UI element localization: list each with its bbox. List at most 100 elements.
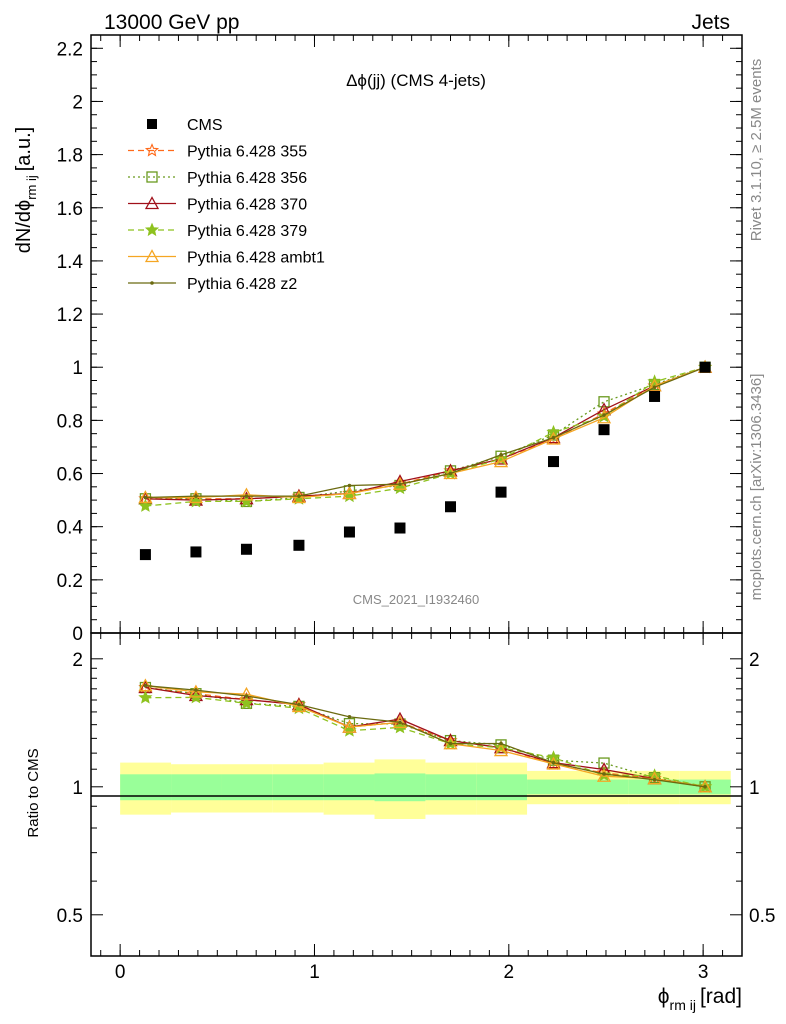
cms-data-point — [495, 486, 507, 498]
main-y-ticks: 0 0.2 0.4 0.6 0.8 1 1.2 1.4 1.6 1.8 2 2.2 — [57, 34, 742, 645]
series-ratio-marker — [138, 678, 153, 692]
ratio-tick-label-right: 0.5 — [749, 906, 775, 927]
ratio-band-inner — [577, 779, 629, 795]
series-lines — [138, 359, 713, 793]
y-tick-label: 0.4 — [57, 518, 84, 539]
series-ratio-marker — [297, 702, 301, 707]
mcplots-label: mcplots.cern.ch [arXiv:1306.3436] — [748, 374, 765, 601]
series-marker — [347, 483, 352, 488]
ratio-band-inner — [628, 779, 680, 795]
ratio-band-inner — [527, 779, 578, 795]
analysis-watermark: CMS_2021_I1932460 — [353, 592, 480, 607]
y-tick-label: 1.4 — [57, 252, 84, 273]
y-tick-label: 0.2 — [57, 571, 83, 592]
y-tick-label: 2.2 — [57, 39, 83, 60]
series-marker — [342, 486, 357, 500]
y-tick-label: 1.2 — [57, 305, 83, 326]
y-tick-label: 1.6 — [57, 199, 83, 220]
legend-label: Pythia 6.428 355 — [187, 144, 307, 161]
y-tick-label: 2 — [72, 92, 83, 113]
series-ratio-line — [145, 685, 706, 788]
series-marker — [602, 413, 606, 417]
cms-data-point — [598, 424, 610, 436]
series-ratio-marker — [596, 768, 612, 782]
legend: CMS Pythia 6.428 355 Pythia 6.428 356 Pythi… — [128, 117, 325, 293]
ratio-axis-title: Ratio to CMS — [25, 748, 42, 837]
series-ratio-marker — [342, 719, 357, 733]
series-marker — [652, 385, 657, 389]
series-ratio-marker — [194, 688, 198, 692]
series-marker — [647, 378, 662, 392]
ratio-y-ticks: 0.5 0.5 1 1 2 2 — [57, 650, 776, 927]
legend-label: Pythia 6.428 356 — [187, 170, 307, 187]
cms-data-point — [190, 546, 202, 558]
cms-data-point — [240, 543, 252, 555]
series-marker — [598, 396, 610, 408]
series-ratio-marker — [493, 743, 509, 757]
svg-text:dN/dϕrm ij[a.u.]: dN/dϕrm ij [a.u.] — [13, 127, 39, 253]
series-ratio-marker — [239, 686, 254, 700]
series-marker — [596, 410, 612, 424]
cms-data-point — [139, 549, 151, 561]
series-ratio-marker — [143, 683, 148, 688]
y-tick-label: 1.8 — [57, 146, 83, 167]
series-line — [145, 366, 706, 501]
series-marker — [138, 498, 153, 512]
series-marker — [551, 435, 556, 440]
x-axis-ticks: 0 1 2 3 — [100, 35, 724, 983]
jets-label: Jets — [691, 11, 730, 34]
series-marker — [244, 494, 249, 498]
series-ratio-marker — [551, 760, 556, 765]
series-line — [145, 366, 706, 499]
y-tick-label: 1 — [72, 358, 83, 379]
ratio-tick-label: 1 — [72, 778, 83, 799]
series-marker — [448, 471, 453, 476]
series-marker — [188, 490, 204, 504]
y-axis-title-main: dN/dϕ — [13, 200, 35, 253]
x-axis-title-unit: [rad] — [700, 985, 742, 1008]
x-tick-label: 1 — [309, 962, 320, 983]
ratio-panel-frame — [90, 632, 743, 957]
series-ratio-marker — [703, 785, 707, 789]
cms-data-point — [548, 456, 560, 468]
series-ratio-marker — [448, 741, 453, 746]
legend-marker — [144, 222, 160, 237]
ratio-uncertainty-bands — [120, 759, 731, 819]
rivet-label: Rivet 3.1.10, ≥ 2.5M events — [748, 59, 765, 242]
series-ratio-marker — [347, 715, 352, 719]
x-tick-label: 3 — [698, 962, 709, 983]
legend-label: Pythia 6.428 370 — [187, 197, 307, 214]
legend-label: Pythia 6.428 ambt1 — [187, 250, 325, 267]
ratio-band-inner — [374, 773, 426, 802]
legend-marker — [144, 196, 160, 210]
series-ratio-marker — [398, 720, 402, 725]
cms-data-point — [394, 522, 406, 534]
plot-title: Δϕ(jj) (CMS 4-jets) — [346, 71, 486, 90]
legend-label: CMS — [187, 117, 223, 134]
series-marker — [143, 495, 148, 500]
series-ratio-marker — [652, 777, 657, 782]
series-ratio-marker — [239, 695, 254, 710]
legend-marker — [147, 119, 157, 129]
series-marker — [398, 482, 402, 486]
series-ratio-marker — [138, 690, 153, 704]
legend-marker — [144, 143, 160, 157]
cms-data-point — [343, 526, 355, 538]
cms-data-point — [293, 539, 305, 551]
legend-marker — [144, 249, 160, 263]
series-marker — [493, 454, 509, 468]
legend-label: Pythia 6.428 z2 — [187, 276, 297, 293]
x-tick-label: 2 — [504, 962, 515, 983]
cms-data-point — [445, 501, 457, 513]
series-ratio-marker — [647, 771, 662, 785]
energy-label: 13000 GeV pp — [104, 11, 239, 34]
cms-data-point — [649, 390, 661, 402]
y-tick-label: 0 — [72, 624, 83, 645]
series-ratio-marker — [499, 741, 503, 746]
legend-marker — [146, 171, 158, 183]
legend-label: Pythia 6.428 379 — [187, 223, 307, 240]
series-line — [145, 366, 706, 507]
cms-data-point — [699, 361, 711, 373]
x-tick-label: 0 — [115, 962, 126, 983]
